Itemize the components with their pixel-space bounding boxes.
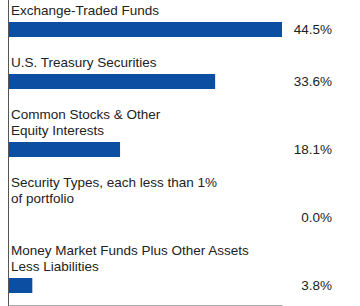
category-label: Security Types, each less than 1%of port… bbox=[11, 175, 217, 206]
value-labels: 44.5% 33.6% 18.1% 0.0% 3.8% bbox=[294, 22, 332, 293]
data-label: 44.5% bbox=[294, 22, 332, 37]
bar bbox=[9, 22, 282, 37]
bar bbox=[9, 210, 10, 225]
data-label: 3.8% bbox=[301, 278, 332, 293]
category-label: Common Stocks & OtherEquity Interests bbox=[11, 107, 161, 138]
bar bbox=[9, 74, 215, 89]
data-label: 33.6% bbox=[294, 74, 332, 89]
category-label: U.S. Treasury Securities bbox=[11, 55, 157, 70]
bar bbox=[9, 142, 120, 157]
bar bbox=[9, 278, 32, 293]
category-labels: Exchange-Traded Funds U.S. Treasury Secur… bbox=[11, 3, 249, 274]
category-label: Exchange-Traded Funds bbox=[11, 3, 159, 18]
chart: Exchange-Traded Funds U.S. Treasury Secur… bbox=[0, 0, 360, 306]
bars bbox=[9, 22, 282, 293]
category-label: Money Market Funds Plus Other AssetsLess… bbox=[11, 243, 249, 274]
axis-line bbox=[8, 0, 9, 306]
data-label: 18.1% bbox=[294, 142, 332, 157]
data-label: 0.0% bbox=[301, 210, 332, 225]
